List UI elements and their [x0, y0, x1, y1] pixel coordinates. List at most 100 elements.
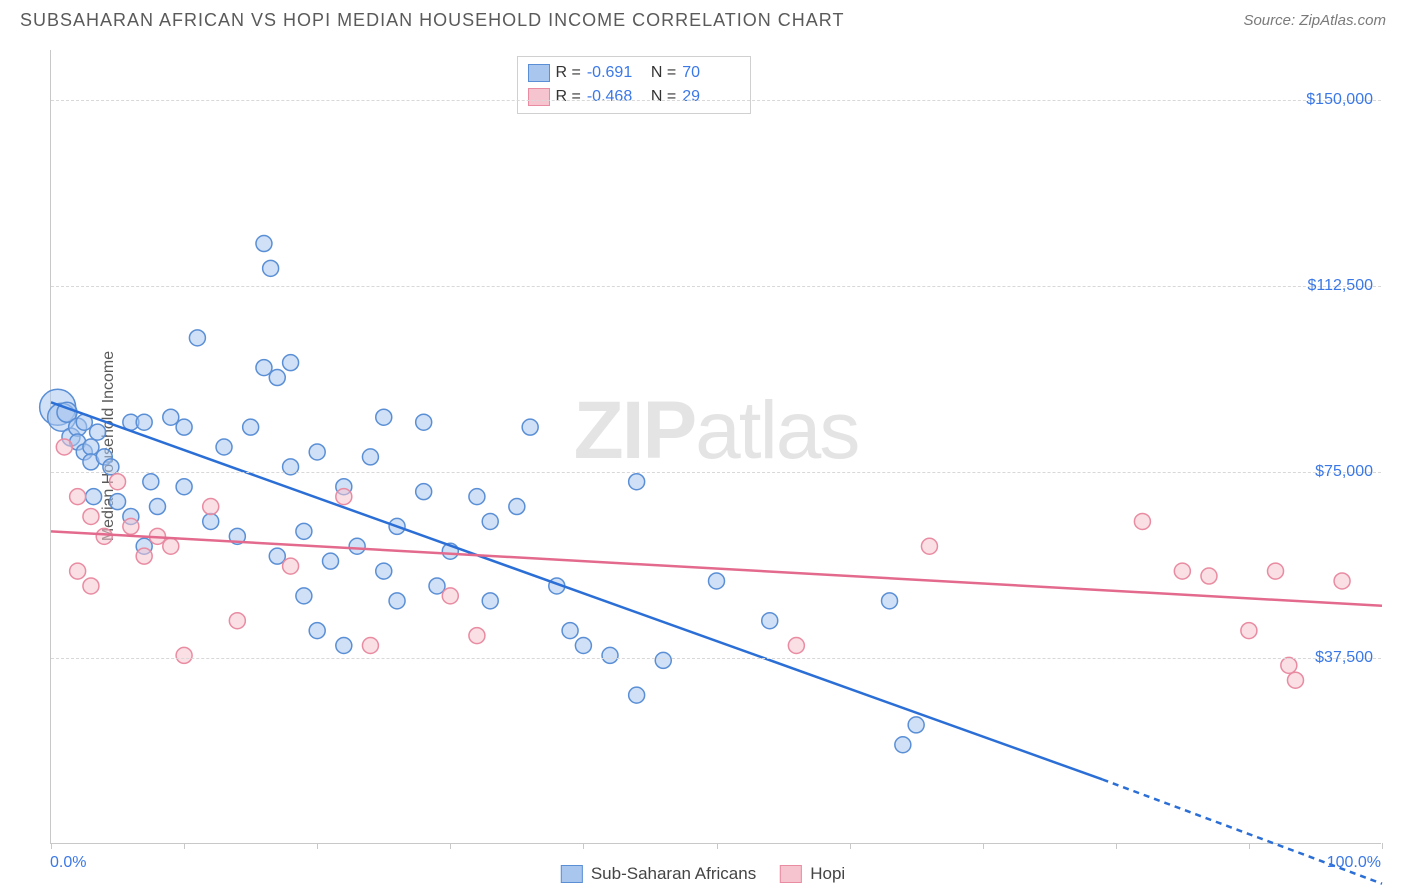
- data-point: [349, 538, 365, 554]
- legend-stats: R =-0.691N =70R =-0.468N =29: [517, 56, 752, 114]
- data-point: [908, 717, 924, 733]
- data-point: [163, 409, 179, 425]
- gridline: [51, 286, 1381, 287]
- legend-series: Sub-Saharan Africans Hopi: [561, 864, 845, 884]
- chart-title: SUBSAHARAN AFRICAN VS HOPI MEDIAN HOUSEH…: [20, 10, 844, 31]
- data-point: [269, 548, 285, 564]
- data-point: [136, 548, 152, 564]
- data-point: [1241, 623, 1257, 639]
- data-point: [56, 439, 72, 455]
- data-point: [602, 647, 618, 663]
- x-tick: [1382, 843, 1383, 849]
- data-point: [143, 474, 159, 490]
- r-value: -0.468: [587, 88, 645, 106]
- data-point: [416, 484, 432, 500]
- legend-swatch: [528, 88, 550, 106]
- data-point: [709, 573, 725, 589]
- x-tick: [850, 843, 851, 849]
- data-point: [362, 449, 378, 465]
- gridline: [51, 100, 1381, 101]
- data-point: [482, 593, 498, 609]
- data-point: [283, 558, 299, 574]
- data-point: [229, 613, 245, 629]
- data-point: [575, 638, 591, 654]
- legend-label: Sub-Saharan Africans: [591, 864, 756, 884]
- data-point: [895, 737, 911, 753]
- n-value: 29: [682, 88, 740, 106]
- data-point: [336, 638, 352, 654]
- data-point: [203, 513, 219, 529]
- data-point: [110, 474, 126, 490]
- data-point: [629, 687, 645, 703]
- data-point: [96, 528, 112, 544]
- data-point: [83, 578, 99, 594]
- legend-swatch: [780, 865, 802, 883]
- data-point: [389, 593, 405, 609]
- data-point: [136, 414, 152, 430]
- data-point: [362, 638, 378, 654]
- data-point: [562, 623, 578, 639]
- data-point: [86, 489, 102, 505]
- trend-line: [51, 402, 1102, 779]
- data-point: [376, 563, 392, 579]
- legend-label: Hopi: [810, 864, 845, 884]
- data-point: [203, 499, 219, 515]
- data-point: [336, 489, 352, 505]
- y-tick-label: $112,500: [1307, 277, 1373, 295]
- x-tick: [317, 843, 318, 849]
- n-value: 70: [682, 64, 740, 82]
- r-value: -0.691: [587, 64, 645, 82]
- data-point: [283, 355, 299, 371]
- legend-item: Hopi: [780, 864, 845, 884]
- data-point: [788, 638, 804, 654]
- data-point: [189, 330, 205, 346]
- x-tick: [717, 843, 718, 849]
- data-point: [83, 508, 99, 524]
- data-point: [256, 360, 272, 376]
- source-label: Source: ZipAtlas.com: [1243, 12, 1386, 29]
- data-point: [655, 652, 671, 668]
- data-point: [90, 424, 106, 440]
- data-point: [376, 409, 392, 425]
- data-point: [70, 489, 86, 505]
- y-tick-label: $37,500: [1315, 649, 1373, 667]
- data-point: [442, 588, 458, 604]
- data-point: [469, 628, 485, 644]
- data-point: [429, 578, 445, 594]
- data-point: [309, 444, 325, 460]
- y-tick-label: $150,000: [1306, 91, 1373, 109]
- data-point: [509, 499, 525, 515]
- data-point: [269, 370, 285, 386]
- data-point: [110, 494, 126, 510]
- data-point: [323, 553, 339, 569]
- data-point: [1268, 563, 1284, 579]
- data-point: [1201, 568, 1217, 584]
- data-point: [70, 563, 86, 579]
- x-tick: [1116, 843, 1117, 849]
- data-point: [176, 647, 192, 663]
- data-point: [149, 499, 165, 515]
- x-tick: [983, 843, 984, 849]
- data-point: [1334, 573, 1350, 589]
- x-tick: [51, 843, 52, 849]
- data-point: [1287, 672, 1303, 688]
- data-point: [629, 474, 645, 490]
- data-point: [882, 593, 898, 609]
- legend-swatch: [528, 64, 550, 82]
- data-point: [216, 439, 232, 455]
- y-tick-label: $75,000: [1315, 463, 1373, 481]
- data-point: [482, 513, 498, 529]
- data-point: [296, 588, 312, 604]
- data-point: [1134, 513, 1150, 529]
- n-label: N =: [651, 64, 676, 82]
- data-point: [243, 419, 259, 435]
- legend-stat-row: R =-0.691N =70: [528, 61, 741, 85]
- x-axis-max-label: 100.0%: [1327, 854, 1381, 872]
- data-point: [296, 523, 312, 539]
- data-point: [263, 260, 279, 276]
- gridline: [51, 472, 1381, 473]
- data-point: [762, 613, 778, 629]
- data-point: [416, 414, 432, 430]
- header: SUBSAHARAN AFRICAN VS HOPI MEDIAN HOUSEH…: [0, 0, 1406, 31]
- data-point: [123, 518, 139, 534]
